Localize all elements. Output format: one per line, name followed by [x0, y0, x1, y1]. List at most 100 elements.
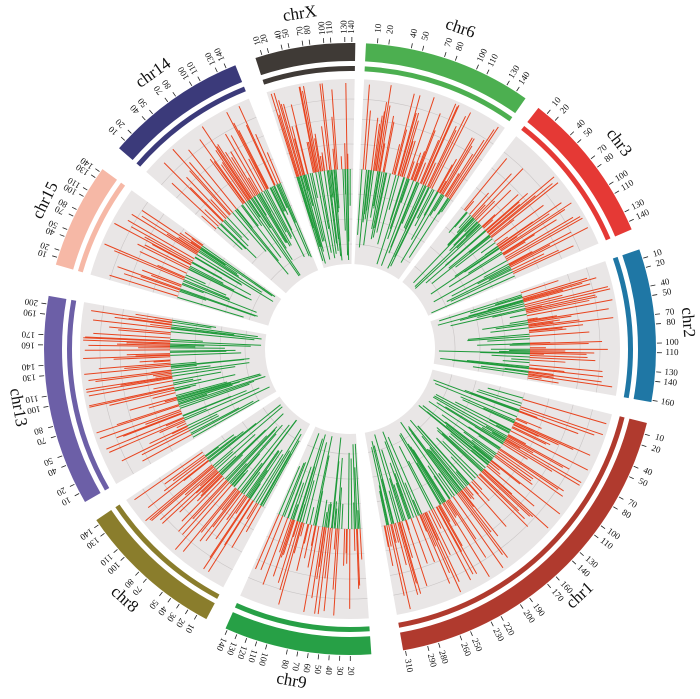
up-bar-chr14	[216, 146, 252, 199]
tick-chr9	[307, 653, 309, 659]
down-bar-chr6	[390, 181, 418, 248]
down-bar-chr13	[170, 349, 236, 352]
track-chr14	[146, 98, 319, 294]
up-bar-chrx	[293, 138, 305, 176]
up-bar-chr3	[486, 203, 521, 233]
up-bar-chr1	[459, 491, 492, 533]
up-bar-chr1	[514, 421, 591, 456]
up-bar-chr1	[465, 486, 474, 496]
up-bar-chr13	[118, 329, 171, 335]
tick-label-chr9: 130	[225, 641, 239, 658]
tick-chr13	[47, 426, 54, 429]
down-bar-chr1	[445, 424, 492, 462]
tick-label-chrx: 130	[339, 20, 349, 34]
up-bar-chr14	[217, 144, 253, 199]
down-bar-chrx	[300, 175, 322, 248]
down-bar-chr1	[412, 499, 421, 516]
up-bar-chr8	[174, 484, 233, 550]
up-bar-chr1	[483, 468, 513, 495]
ideogram-thin-chr15	[77, 182, 126, 273]
up-bar-chr2	[528, 373, 554, 378]
tick-label-chr9: 30	[335, 666, 345, 676]
down-bar-chr15	[181, 283, 204, 294]
up-bar-chr13	[171, 426, 188, 435]
up-bar-chr8	[162, 471, 219, 524]
up-bar-chr1	[391, 523, 397, 543]
down-bar-chr14	[270, 187, 293, 231]
down-bar-chr8	[249, 449, 283, 499]
tick-chr14	[164, 97, 169, 103]
down-bar-chr14	[241, 204, 259, 227]
down-bar-chrx	[335, 169, 340, 209]
up-bar-chr8	[178, 479, 228, 532]
down-bar-chr1	[476, 390, 521, 407]
down-bar-chr6	[370, 171, 379, 218]
down-bar-chr3	[464, 219, 477, 233]
up-bar-chr8	[172, 456, 206, 482]
down-bar-chr13	[172, 366, 236, 377]
tick-label-chr13: 130	[22, 372, 37, 383]
up-bar-chr9	[277, 520, 298, 583]
up-bar-chr3	[510, 227, 589, 268]
down-bar-chr3	[448, 211, 468, 233]
down-bar-chr14	[220, 223, 257, 259]
up-bar-chr14	[238, 130, 269, 189]
up-bar-chr3	[506, 217, 583, 262]
down-bar-chr1	[471, 449, 489, 465]
tick-label-chr6: 50	[419, 30, 431, 42]
down-bar-chr8	[227, 429, 276, 482]
up-bar-chr9	[303, 524, 313, 559]
down-bar-chr13	[171, 324, 258, 338]
down-bar-chr2	[498, 350, 530, 353]
chr-name-chrx: chrX	[282, 1, 318, 25]
down-bar-chr1	[398, 446, 432, 510]
up-bar-chr1	[507, 436, 564, 468]
tick-chr9	[317, 654, 320, 660]
down-bar-chr14	[257, 193, 288, 244]
down-bar-chr14	[273, 185, 286, 212]
up-bar-chr15	[176, 237, 199, 253]
up-bar-chr1	[386, 525, 392, 547]
down-bar-chr2	[467, 335, 530, 342]
tick-chr3	[624, 209, 630, 213]
up-bar-chr15	[157, 264, 186, 278]
tick-label-chr13: 170	[21, 329, 35, 340]
up-bar-chr15	[142, 269, 182, 286]
down-bar-chr3	[456, 216, 473, 233]
down-bar-chr13	[182, 395, 232, 417]
down-bar-chr8	[218, 455, 237, 473]
down-bar-chr1	[435, 393, 510, 434]
down-bar-chr1	[427, 465, 451, 499]
down-bar-chr3	[448, 234, 490, 269]
tick-chr1	[613, 506, 618, 510]
grid-arc-chr3	[476, 187, 539, 270]
up-bar-chrx	[298, 86, 317, 173]
down-bar-chr2	[480, 352, 530, 355]
down-bar-chr3	[446, 269, 512, 302]
bar-layer	[83, 83, 614, 616]
tick-label-chr15: 10	[36, 247, 48, 259]
down-bar-chr1	[462, 399, 515, 424]
down-bar-chr3	[447, 217, 474, 246]
down-bar-chr13	[173, 378, 194, 384]
up-bar-chr2	[522, 277, 597, 300]
up-bar-chr13	[164, 397, 178, 403]
down-bar-chr1	[418, 405, 490, 464]
up-bar-chr14	[266, 152, 281, 184]
down-bar-chr1	[422, 405, 493, 460]
down-bar-chr14	[236, 208, 279, 262]
up-bar-chr14	[247, 177, 259, 195]
up-bar-chrx	[314, 133, 322, 172]
ideogram-ring	[43, 42, 656, 655]
up-bar-chr6	[374, 115, 383, 171]
up-bar-chr8	[181, 477, 225, 522]
down-bar-chr1	[408, 460, 434, 509]
up-bar-chr13	[152, 372, 172, 377]
tick-label-chr2: 100	[665, 337, 679, 347]
up-bar-chr3	[498, 213, 550, 249]
up-bar-chr13	[95, 371, 172, 383]
up-bar-chr13	[142, 434, 192, 462]
up-bar-chr2	[529, 342, 589, 346]
down-bar-chr6	[390, 187, 430, 267]
